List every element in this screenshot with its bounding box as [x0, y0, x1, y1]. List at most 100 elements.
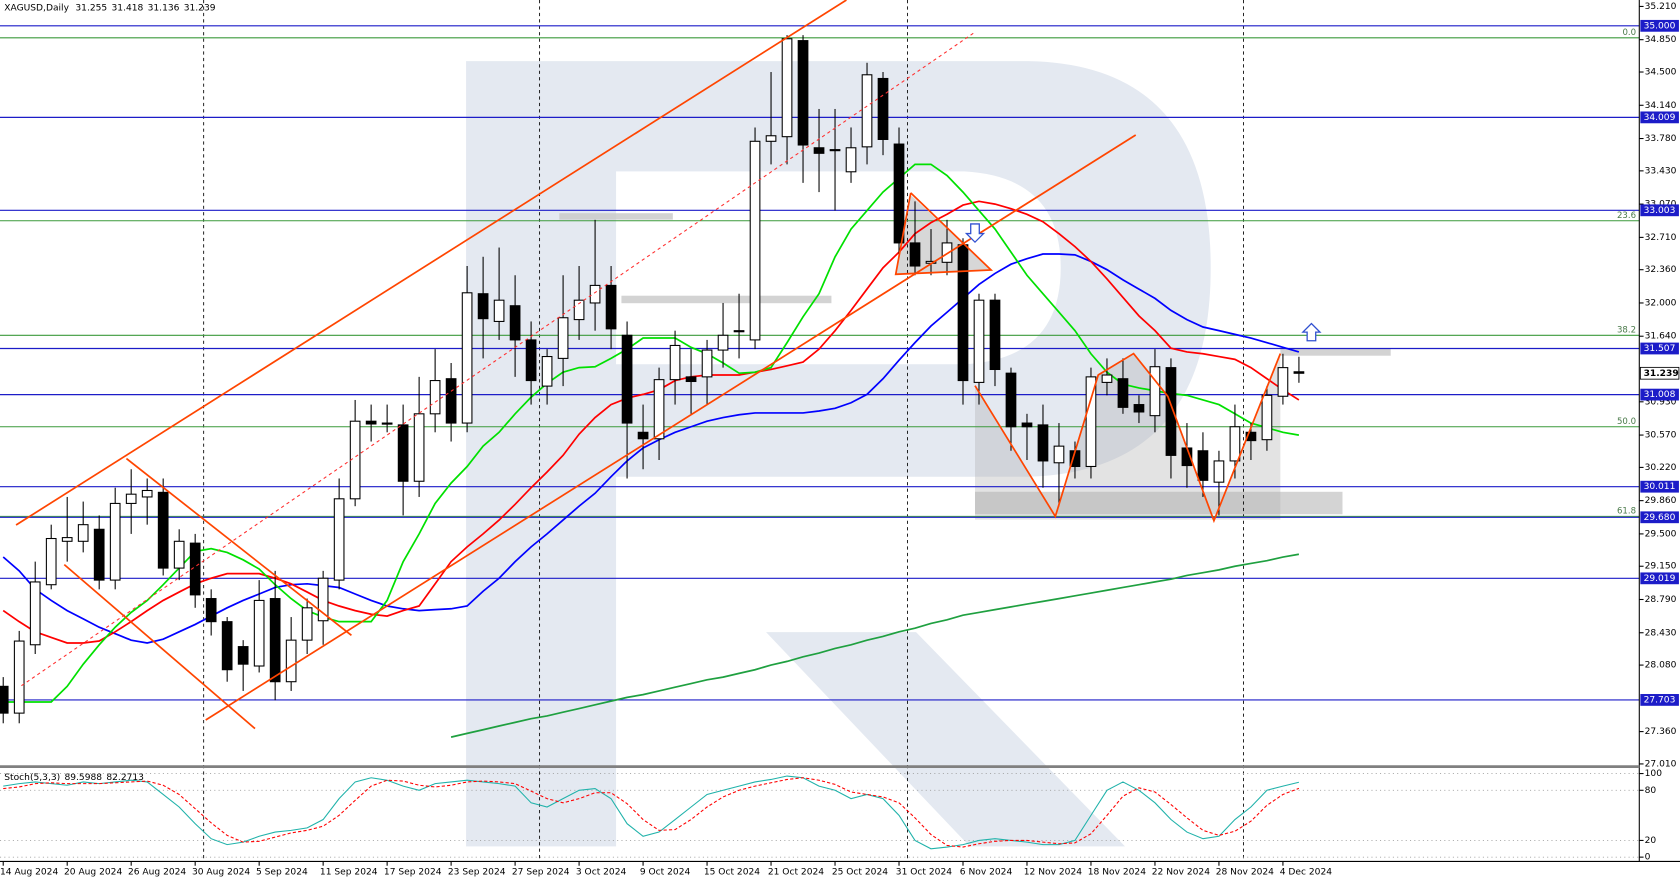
zone — [1280, 348, 1391, 356]
y-tick-label: 32.360 — [1645, 265, 1677, 275]
x-tick-label: 17 Sep 2024 — [384, 868, 442, 878]
candle-body — [13, 640, 25, 714]
x-tick-label: 15 Oct 2024 — [704, 868, 760, 878]
x-tick-label: 21 Oct 2024 — [768, 868, 824, 878]
x-tick-label: 3 Oct 2024 — [576, 868, 627, 878]
zone — [975, 491, 1343, 515]
x-tick-label: 6 Nov 2024 — [960, 868, 1013, 878]
candle-body — [285, 639, 297, 683]
arrow-up — [1301, 322, 1322, 342]
x-tick-label: 11 Sep 2024 — [320, 868, 378, 878]
symbol: XAGUSD,Daily — [4, 3, 69, 13]
y-tick-label: 34.140 — [1645, 101, 1677, 111]
ohlc: 31.418 — [112, 3, 144, 13]
candle-body — [397, 424, 409, 482]
candle-body — [157, 491, 169, 569]
x-tick-label: 9 Oct 2024 — [640, 868, 691, 878]
level-tag — [1640, 480, 1679, 493]
candle-body — [1229, 426, 1241, 462]
stoch-tick-label: 20 — [1645, 836, 1657, 846]
candle-body — [221, 621, 233, 671]
level-label: 30.011 — [1644, 482, 1676, 492]
candle-body — [893, 143, 905, 244]
candle-body — [493, 299, 505, 322]
candle-body — [1261, 394, 1273, 441]
candle-body — [637, 431, 649, 440]
candle-body — [1165, 367, 1177, 456]
y-tick-label: 30.220 — [1645, 463, 1677, 473]
moving-average — [2, 200, 1300, 644]
candle-body — [317, 577, 329, 622]
candle-body — [1037, 424, 1049, 462]
candle-body — [829, 149, 841, 152]
level-tag — [1640, 572, 1679, 585]
candle-body — [445, 378, 457, 424]
y-tick-label: 29.500 — [1645, 529, 1677, 539]
level-tag — [1640, 204, 1679, 217]
level-label: 33.003 — [1644, 206, 1676, 216]
ohlc: 31.136 — [148, 3, 180, 13]
y-tick-label: 30.570 — [1645, 431, 1677, 441]
y-tick-label: 32.000 — [1645, 298, 1677, 308]
candle-body — [45, 537, 57, 586]
y-tick-label: 34.850 — [1645, 35, 1677, 45]
stoch-name: Stoch(5,3,3) — [4, 772, 60, 782]
candle-body — [1245, 431, 1257, 442]
ohlc: 31.239 — [184, 3, 216, 13]
candle-body — [381, 422, 393, 425]
level-label: 29.019 — [1644, 574, 1676, 584]
level-label: 31.008 — [1644, 390, 1676, 400]
candle-body — [333, 498, 345, 581]
candle-body — [589, 284, 601, 304]
candle-body — [173, 540, 185, 569]
fib-label: 0.0 — [1622, 28, 1636, 38]
y-tick-label: 29.150 — [1645, 562, 1677, 572]
level-tag — [1640, 388, 1679, 401]
candle-body — [1101, 374, 1113, 383]
channel-line — [205, 134, 1137, 721]
y-tick-label: 33.430 — [1645, 166, 1677, 176]
marks: 0.0 23.6 38.2 50.0 61.8 — [0, 0, 1640, 862]
price-label: 31.239 — [1644, 369, 1679, 379]
watermark — [466, 61, 1211, 847]
level-label: 29.680 — [1644, 513, 1676, 523]
level-label: 31.507 — [1644, 344, 1676, 354]
level-label: 35.000 — [1644, 21, 1676, 31]
price-tag — [1639, 366, 1680, 380]
stoch-signal: 82.2713 — [106, 772, 144, 782]
candle-body — [765, 135, 777, 142]
y-tick-label: 28.430 — [1645, 628, 1677, 638]
y-tick-label: 28.080 — [1645, 661, 1677, 671]
stoch-tick-label: 100 — [1645, 769, 1663, 779]
x-tick-label: 23 Sep 2024 — [448, 868, 506, 878]
candle-body — [61, 537, 73, 542]
candle-body — [653, 379, 665, 440]
level-tag — [1640, 111, 1679, 124]
candle-body — [973, 299, 985, 383]
candle-body — [701, 349, 713, 378]
channel-line — [125, 457, 352, 637]
candle-body — [189, 542, 201, 596]
x-tick-label: 28 Nov 2024 — [1216, 868, 1274, 878]
stoch-header: Stoch(5,3,3) 89.5988 82.2713 — [4, 772, 144, 782]
candle-body — [349, 420, 361, 500]
fib-label: 50.0 — [1617, 417, 1636, 427]
candle-body — [461, 292, 473, 424]
x-tick-label: 30 Aug 2024 — [192, 868, 250, 878]
moving-average — [450, 553, 1300, 738]
candle-body — [669, 344, 681, 381]
x-tick-label: 22 Nov 2024 — [1152, 868, 1210, 878]
candle-body — [205, 598, 217, 623]
zone — [559, 213, 673, 220]
y-tick-label: 34.500 — [1645, 68, 1677, 78]
candle-body — [253, 599, 265, 667]
stoch-main: 89.5988 — [64, 772, 102, 782]
stoch-line — [3, 775, 1300, 850]
fib-label: 61.8 — [1617, 506, 1636, 516]
level-tag — [1640, 19, 1679, 32]
level-label: 27.703 — [1644, 695, 1676, 705]
candle-body — [77, 524, 89, 542]
y-tick-label: 28.790 — [1645, 595, 1677, 605]
candle-body — [685, 376, 697, 383]
candle-body — [93, 528, 105, 581]
